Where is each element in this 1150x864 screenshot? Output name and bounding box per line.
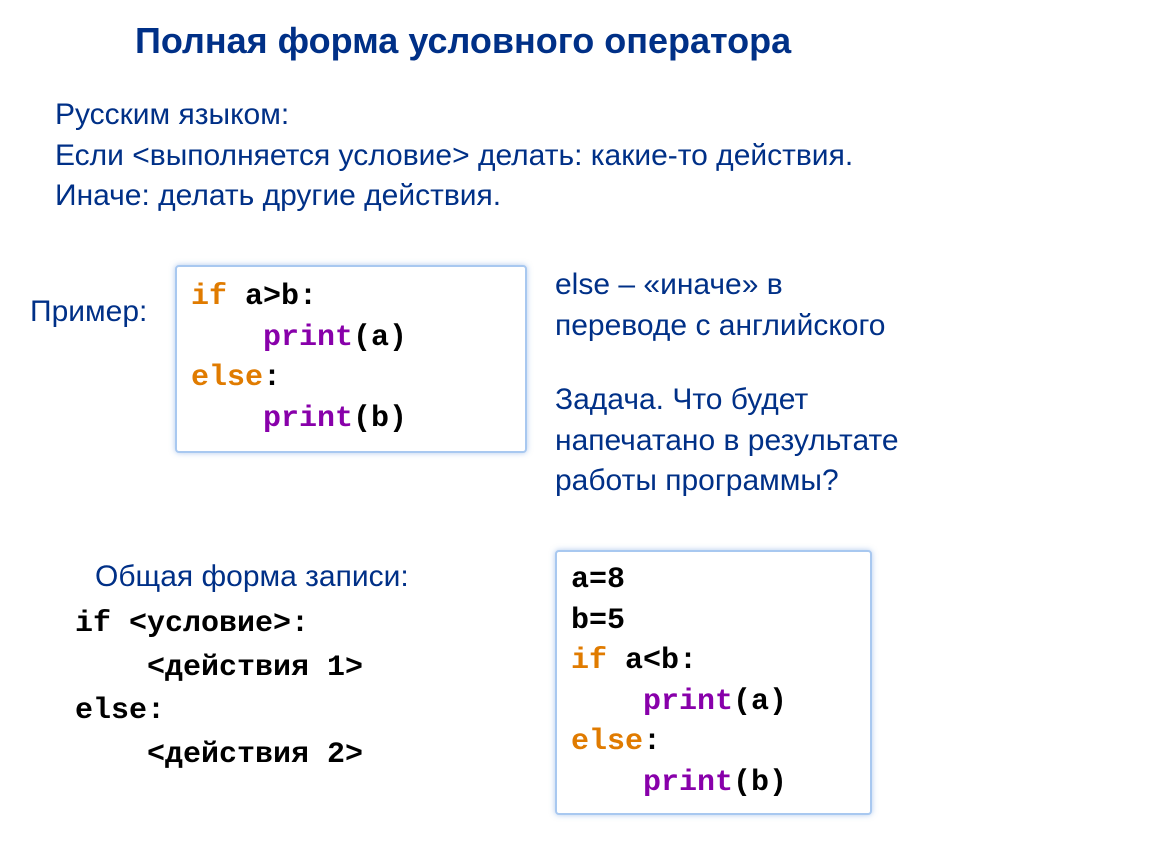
code-text: : xyxy=(263,361,281,395)
else-note-line-1: else – «иначе» в xyxy=(555,265,885,306)
function-print: print xyxy=(263,402,353,436)
function-print: print xyxy=(643,685,733,719)
keyword-else: else xyxy=(571,725,643,759)
code-example-box: if a>b: print(a) else: print(b) xyxy=(175,265,527,453)
code-indent xyxy=(191,402,263,436)
code-text: (a) xyxy=(353,321,407,355)
code-text: a<b: xyxy=(607,644,697,678)
code-text: a=8 xyxy=(571,563,625,597)
code-indent xyxy=(191,321,263,355)
task-line-2: напечатано в результате xyxy=(555,421,1115,462)
code-indent xyxy=(571,766,643,800)
code-line: if a>b: xyxy=(191,277,511,318)
keyword-if: if xyxy=(191,280,227,314)
task-line-1: Задача. Что будет xyxy=(555,380,1115,421)
general-form-label: Общая форма записи: xyxy=(95,560,409,594)
code-line: a=8 xyxy=(571,560,856,601)
task-line-3: работы программы? xyxy=(555,461,1115,502)
example-label: Пример: xyxy=(30,295,147,329)
code-line: print(a) xyxy=(571,682,856,723)
code-text: (a) xyxy=(733,685,787,719)
keyword-else: else xyxy=(191,361,263,395)
task-block: Задача. Что будет напечатано в результат… xyxy=(555,380,1115,502)
function-print: print xyxy=(263,321,353,355)
intro-block: Русским языком: Если <выполняется услови… xyxy=(55,95,853,217)
code-text: a>b: xyxy=(227,280,317,314)
code-text: (b) xyxy=(733,766,787,800)
function-print: print xyxy=(643,766,733,800)
code-text: b=5 xyxy=(571,604,625,638)
code-line: print(b) xyxy=(571,763,856,804)
slide-title: Полная форма условного оператора xyxy=(135,20,791,62)
code-task-box: a=8 b=5 if a<b: print(a) else: print(b) xyxy=(555,550,872,815)
else-note-line-2: переводе с английского xyxy=(555,306,885,347)
code-line: else: xyxy=(571,722,856,763)
code-text: (b) xyxy=(353,402,407,436)
intro-line-2: Если <выполняется условие> делать: какие… xyxy=(55,136,853,177)
code-indent xyxy=(571,685,643,719)
code-line: if a<b: xyxy=(571,641,856,682)
code-line: else: xyxy=(191,358,511,399)
code-line: print(a) xyxy=(191,318,511,359)
code-line: b=5 xyxy=(571,601,856,642)
intro-line-1: Русским языком: xyxy=(55,95,853,136)
general-form-code: if <условие>: <действия 1> else: <действ… xyxy=(75,603,363,777)
else-note: else – «иначе» в переводе с английского xyxy=(555,265,885,346)
code-line: print(b) xyxy=(191,399,511,440)
code-text: : xyxy=(643,725,661,759)
keyword-if: if xyxy=(571,644,607,678)
intro-line-3: Иначе: делать другие действия. xyxy=(55,176,853,217)
